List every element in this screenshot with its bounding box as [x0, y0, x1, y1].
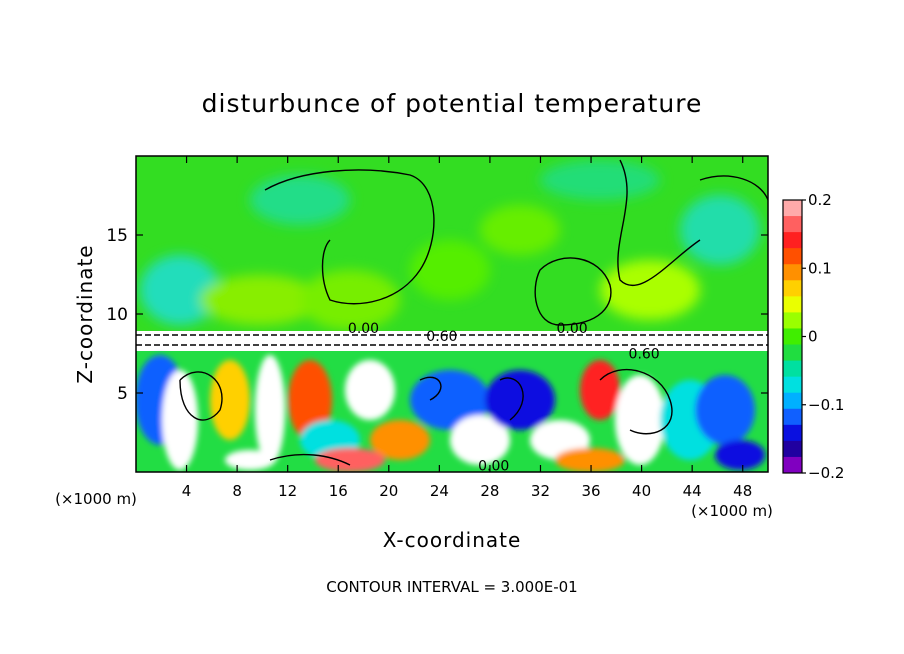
- colorbar-swatch: [783, 216, 802, 233]
- colorbar-swatch: [783, 232, 802, 249]
- colorbar-swatch: [783, 376, 802, 394]
- colorbar-swatch: [783, 392, 802, 410]
- contour-label: 0.00: [478, 459, 509, 475]
- x-tick-label: 8: [232, 482, 242, 500]
- chart-title: disturbunce of potential temperature: [202, 89, 703, 118]
- contour-interval-note: CONTOUR INTERVAL = 3.000E-01: [326, 578, 577, 596]
- x-tick-label: 48: [733, 482, 752, 500]
- x-tick-label: 12: [278, 482, 297, 500]
- y-axis-ticks: 5 10 15: [106, 226, 768, 404]
- colorbar-tick-label: −0.1: [808, 396, 844, 414]
- y-tick-label: 5: [117, 384, 128, 404]
- colorbar-swatch: [783, 296, 802, 313]
- x-unit-label: (×1000 m): [691, 502, 773, 520]
- contour-label: 0.60: [426, 329, 457, 345]
- x-tick-label: 40: [632, 482, 651, 500]
- colorbar-swatch: [783, 328, 802, 346]
- y-tick-label: 10: [106, 305, 128, 325]
- x-tick-label: 20: [379, 482, 398, 500]
- contour-label: 0.00: [556, 321, 587, 337]
- colorbar-swatch: [783, 408, 802, 426]
- z-unit-label: (×1000 m): [55, 490, 137, 508]
- y-tick-label: 15: [106, 226, 128, 246]
- colorbar-ticks: 0.2 0.1 0 −0.1 −0.2: [802, 191, 844, 482]
- y-axis-label: Z-coordinate: [73, 244, 97, 383]
- x-tick-label: 4: [182, 482, 192, 500]
- contour-labels: 0.00 0.60 0.00 0.60 0.00: [348, 321, 660, 474]
- heatmap-field: [136, 156, 768, 472]
- colorbar-tick-label: 0.2: [808, 191, 832, 209]
- colorbar-swatch: [783, 200, 802, 217]
- colorbar: [782, 199, 803, 474]
- colorbar-tick-label: 0: [808, 328, 818, 346]
- x-tick-label: 16: [329, 482, 348, 500]
- colorbar-swatch: [783, 456, 802, 474]
- colorbar-swatch: [783, 440, 802, 458]
- x-tick-label: 44: [683, 482, 702, 500]
- x-axis-label: X-coordinate: [383, 528, 522, 552]
- x-axis-ticks: 4 8 12 16 20 24 28 32 36 40 44 48: [182, 156, 752, 500]
- colorbar-swatch: [783, 344, 802, 362]
- colorbar-swatch: [783, 312, 802, 329]
- colorbar-swatch: [783, 280, 802, 297]
- colorbar-swatch: [783, 264, 802, 281]
- x-tick-label: 36: [581, 482, 600, 500]
- colorbar-tick-label: −0.2: [808, 464, 844, 482]
- contour-label: 0.00: [348, 321, 379, 337]
- contour-label: 0.60: [629, 347, 660, 363]
- x-tick-label: 24: [430, 482, 449, 500]
- colorbar-swatch: [783, 424, 802, 442]
- x-tick-label: 32: [531, 482, 550, 500]
- x-tick-label: 28: [480, 482, 499, 500]
- colorbar-swatch: [783, 360, 802, 378]
- colorbar-tick-label: 0.1: [808, 259, 832, 277]
- colorbar-swatch: [783, 248, 802, 265]
